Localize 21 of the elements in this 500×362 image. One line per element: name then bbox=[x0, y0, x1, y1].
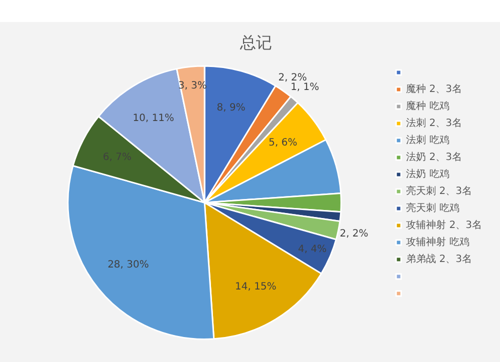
data-label: 1, 1% bbox=[290, 82, 320, 94]
data-label: 5, 6% bbox=[268, 138, 298, 149]
chart-title: 总记 bbox=[239, 32, 272, 52]
legend-label: 法刺 2、3名 bbox=[406, 117, 462, 130]
legend-label: 法奶 吃鸡 bbox=[406, 168, 450, 180]
legend-label: 魔种 2、3名 bbox=[406, 83, 462, 96]
legend-label: 魔种 吃鸡 bbox=[406, 100, 450, 112]
data-label: 10, 11% bbox=[132, 113, 174, 124]
data-label: 14, 15% bbox=[235, 281, 276, 292]
legend-label: 弟弟战 2、3名 bbox=[406, 253, 472, 266]
data-label: 8, 9% bbox=[216, 102, 246, 114]
legend-label: 攻辅神射 2、3名 bbox=[406, 219, 482, 232]
legend-label: 法奶 2、3名 bbox=[406, 151, 462, 164]
legend-label: 攻辅神射 吃鸡 bbox=[406, 236, 470, 248]
legend-label: 亮天刺 2、3名 bbox=[406, 185, 472, 198]
data-label: 4, 4% bbox=[298, 244, 327, 256]
data-label: 28, 30% bbox=[108, 259, 149, 270]
data-label: 2, 2% bbox=[278, 72, 307, 84]
data-label: 2, 2% bbox=[340, 228, 368, 240]
legend-label: 法刺 吃鸡 bbox=[406, 134, 450, 146]
legend-label: 亮天刺 吃鸡 bbox=[406, 202, 460, 214]
